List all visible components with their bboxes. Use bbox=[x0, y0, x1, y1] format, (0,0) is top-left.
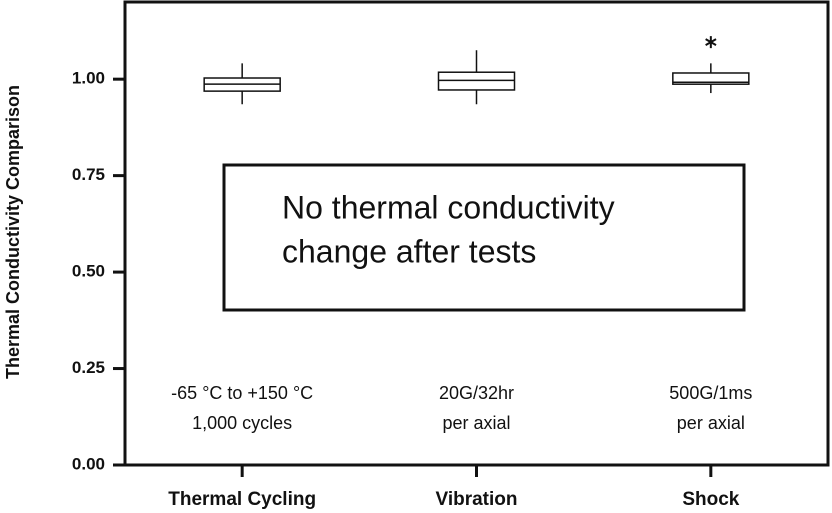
annotation-box bbox=[222, 163, 746, 312]
annotation-line: change after tests bbox=[282, 233, 536, 269]
condition-label: 1,000 cycles bbox=[192, 413, 292, 433]
annotation-line: No thermal conductivity bbox=[282, 189, 615, 225]
y-tick-label: 0.50 bbox=[72, 262, 105, 281]
box bbox=[437, 71, 516, 91]
y-tick-label: 0.25 bbox=[72, 358, 105, 377]
box bbox=[672, 72, 750, 85]
condition-label: 20G/32hr bbox=[439, 383, 514, 403]
x-tick-label: Vibration bbox=[436, 489, 518, 510]
condition-label: -65 °C to +150 °C bbox=[171, 383, 313, 403]
y-tick-label: 0.00 bbox=[72, 454, 105, 473]
x-tick-label: Shock bbox=[682, 489, 739, 510]
x-tick-label: Thermal Cycling bbox=[168, 489, 316, 510]
y-tick-label: 1.00 bbox=[72, 69, 105, 88]
outlier bbox=[705, 36, 717, 49]
condition-label: per axial bbox=[677, 413, 745, 433]
condition-label: 500G/1ms bbox=[669, 383, 752, 403]
y-tick-label: 0.75 bbox=[72, 165, 105, 184]
y-axis-title: Thermal Conductivity Comparison bbox=[3, 85, 23, 379]
condition-label: per axial bbox=[442, 413, 510, 433]
